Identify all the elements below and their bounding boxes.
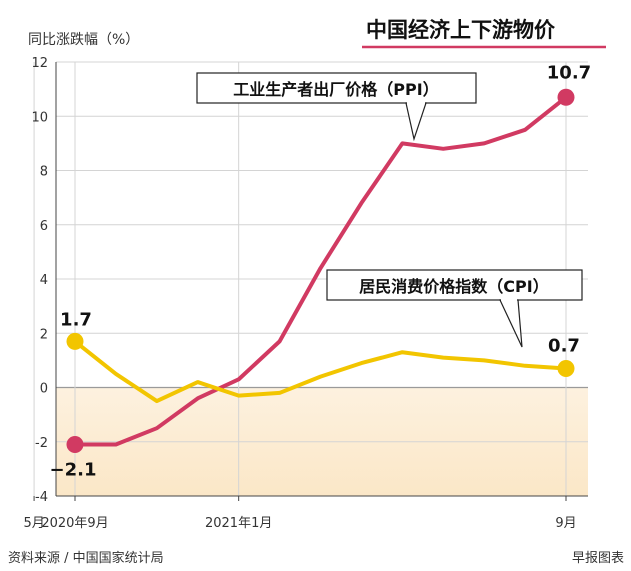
legend-callout-box	[196, 72, 477, 104]
legend-callout-pointer	[499, 299, 523, 348]
series-endpoint-marker	[66, 435, 84, 453]
x-tick-label: 9月	[555, 516, 576, 531]
chart-title: 中国经济上下游物价	[366, 18, 556, 42]
y-tick-label: 10	[31, 110, 48, 125]
y-tick-label: 4	[40, 273, 48, 288]
source-note: 资料来源 / 中国国家统计局	[8, 550, 164, 566]
legend-label: 居民消费价格指数（CPI）	[359, 277, 548, 296]
y-tick-label: 6	[40, 219, 48, 234]
y-tick-label: 12	[31, 56, 48, 71]
legend-callout-box	[326, 269, 583, 301]
x-tick-label: 2020年9月	[41, 516, 108, 531]
callouts: 工业生产者出厂价格（PPI） 居民消费价格指数（CPI）	[196, 72, 583, 348]
y-tick-label: -4	[35, 490, 48, 505]
y-tick-label: 2	[40, 327, 48, 342]
y-axis-label: 同比涨跌幅（%）	[28, 32, 139, 48]
data-label: 1.7	[60, 309, 92, 330]
series-line	[73, 339, 568, 404]
legend-callout-pointer	[405, 102, 427, 142]
x-tick-label: 2021年1月	[205, 516, 272, 531]
series-endpoint-marker	[66, 332, 84, 350]
credit-note: 早报图表	[572, 551, 624, 566]
data-label: 0.7	[548, 336, 580, 357]
legend-label: 工业生产者出厂价格（PPI）	[233, 80, 438, 99]
y-tick-label: 0	[40, 382, 48, 397]
series-endpoint-marker	[557, 88, 575, 106]
series-line	[73, 95, 568, 447]
axes: 12 10 8 6 4 2 0 -2 -4 2020年9月 2021年1月 5月 9月	[23, 56, 588, 531]
series-layer: −2.1 10.7 1.7 0.7	[50, 62, 592, 480]
x-tick-label: 5月	[23, 516, 44, 531]
data-label: 10.7	[547, 62, 591, 83]
data-label: −2.1	[50, 459, 97, 480]
y-tick-label: 8	[40, 165, 48, 180]
series-endpoint-marker	[557, 360, 575, 378]
y-tick-label: -2	[35, 436, 48, 451]
